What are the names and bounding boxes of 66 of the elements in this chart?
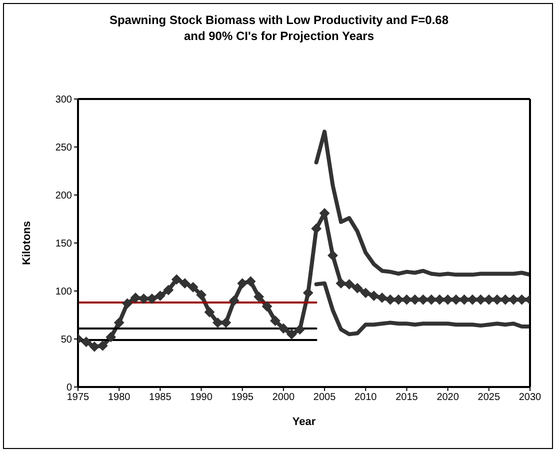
point bbox=[294, 324, 305, 334]
y-tick-label: 0 bbox=[66, 382, 72, 394]
point bbox=[204, 307, 214, 318]
point bbox=[180, 278, 190, 288]
x-tick-label: 1985 bbox=[149, 392, 172, 404]
point bbox=[516, 294, 527, 305]
point bbox=[500, 294, 510, 305]
point bbox=[385, 294, 396, 305]
y-tick-label: 150 bbox=[55, 238, 72, 250]
point bbox=[138, 294, 149, 304]
point bbox=[368, 290, 379, 301]
point bbox=[377, 292, 388, 303]
point bbox=[311, 224, 322, 234]
y-tick-label: 100 bbox=[55, 286, 72, 298]
point bbox=[476, 294, 486, 305]
point bbox=[286, 329, 297, 340]
x-tick-label: 1995 bbox=[231, 392, 254, 404]
x-tick-label: 2030 bbox=[518, 392, 542, 404]
point bbox=[130, 292, 141, 303]
x-tick-label: 1980 bbox=[108, 392, 131, 404]
x-tick-label: 2000 bbox=[272, 392, 296, 404]
point bbox=[98, 340, 108, 351]
point bbox=[360, 288, 371, 298]
point bbox=[246, 276, 256, 286]
x-tick-label: 2005 bbox=[313, 392, 336, 404]
point bbox=[106, 332, 116, 342]
y-tick-label: 50 bbox=[60, 334, 72, 346]
point bbox=[344, 279, 354, 290]
x-tick-label: 1975 bbox=[66, 392, 90, 404]
point bbox=[459, 294, 470, 305]
point bbox=[89, 342, 100, 352]
point bbox=[81, 336, 92, 347]
point bbox=[172, 274, 182, 284]
point bbox=[237, 278, 248, 288]
point bbox=[278, 323, 288, 334]
point bbox=[328, 250, 338, 260]
point bbox=[303, 288, 314, 298]
point bbox=[122, 298, 132, 308]
point bbox=[254, 292, 264, 302]
x-tick-label: 2015 bbox=[396, 392, 418, 404]
y-tick-label: 200 bbox=[55, 190, 72, 202]
y-tick-label: 250 bbox=[55, 142, 72, 154]
point bbox=[270, 316, 280, 326]
x-tick-label: 2020 bbox=[436, 392, 460, 404]
point bbox=[352, 283, 362, 294]
point bbox=[402, 294, 412, 305]
point bbox=[114, 318, 124, 328]
point bbox=[163, 285, 174, 296]
line-series bbox=[314, 281, 530, 336]
chart-title: Spawning Stock Biomass with Low Productivity and F=0.68 and 90% CI's for Projection Years bbox=[108, 12, 450, 44]
point bbox=[188, 282, 198, 292]
x-axis-title: Year bbox=[292, 416, 316, 428]
point bbox=[155, 290, 166, 301]
x-tick-label: 2010 bbox=[354, 392, 378, 404]
point bbox=[229, 296, 240, 306]
point bbox=[336, 278, 346, 288]
x-tick-label: 2025 bbox=[478, 392, 500, 404]
point bbox=[442, 294, 453, 305]
point bbox=[196, 290, 206, 300]
line-series bbox=[314, 130, 530, 277]
x-tick-label: 1990 bbox=[190, 392, 213, 404]
y-tick-label: 300 bbox=[55, 94, 72, 106]
point bbox=[212, 318, 223, 328]
y-axis-title: Kilotons bbox=[20, 221, 33, 265]
point bbox=[418, 294, 428, 305]
point bbox=[262, 301, 272, 312]
